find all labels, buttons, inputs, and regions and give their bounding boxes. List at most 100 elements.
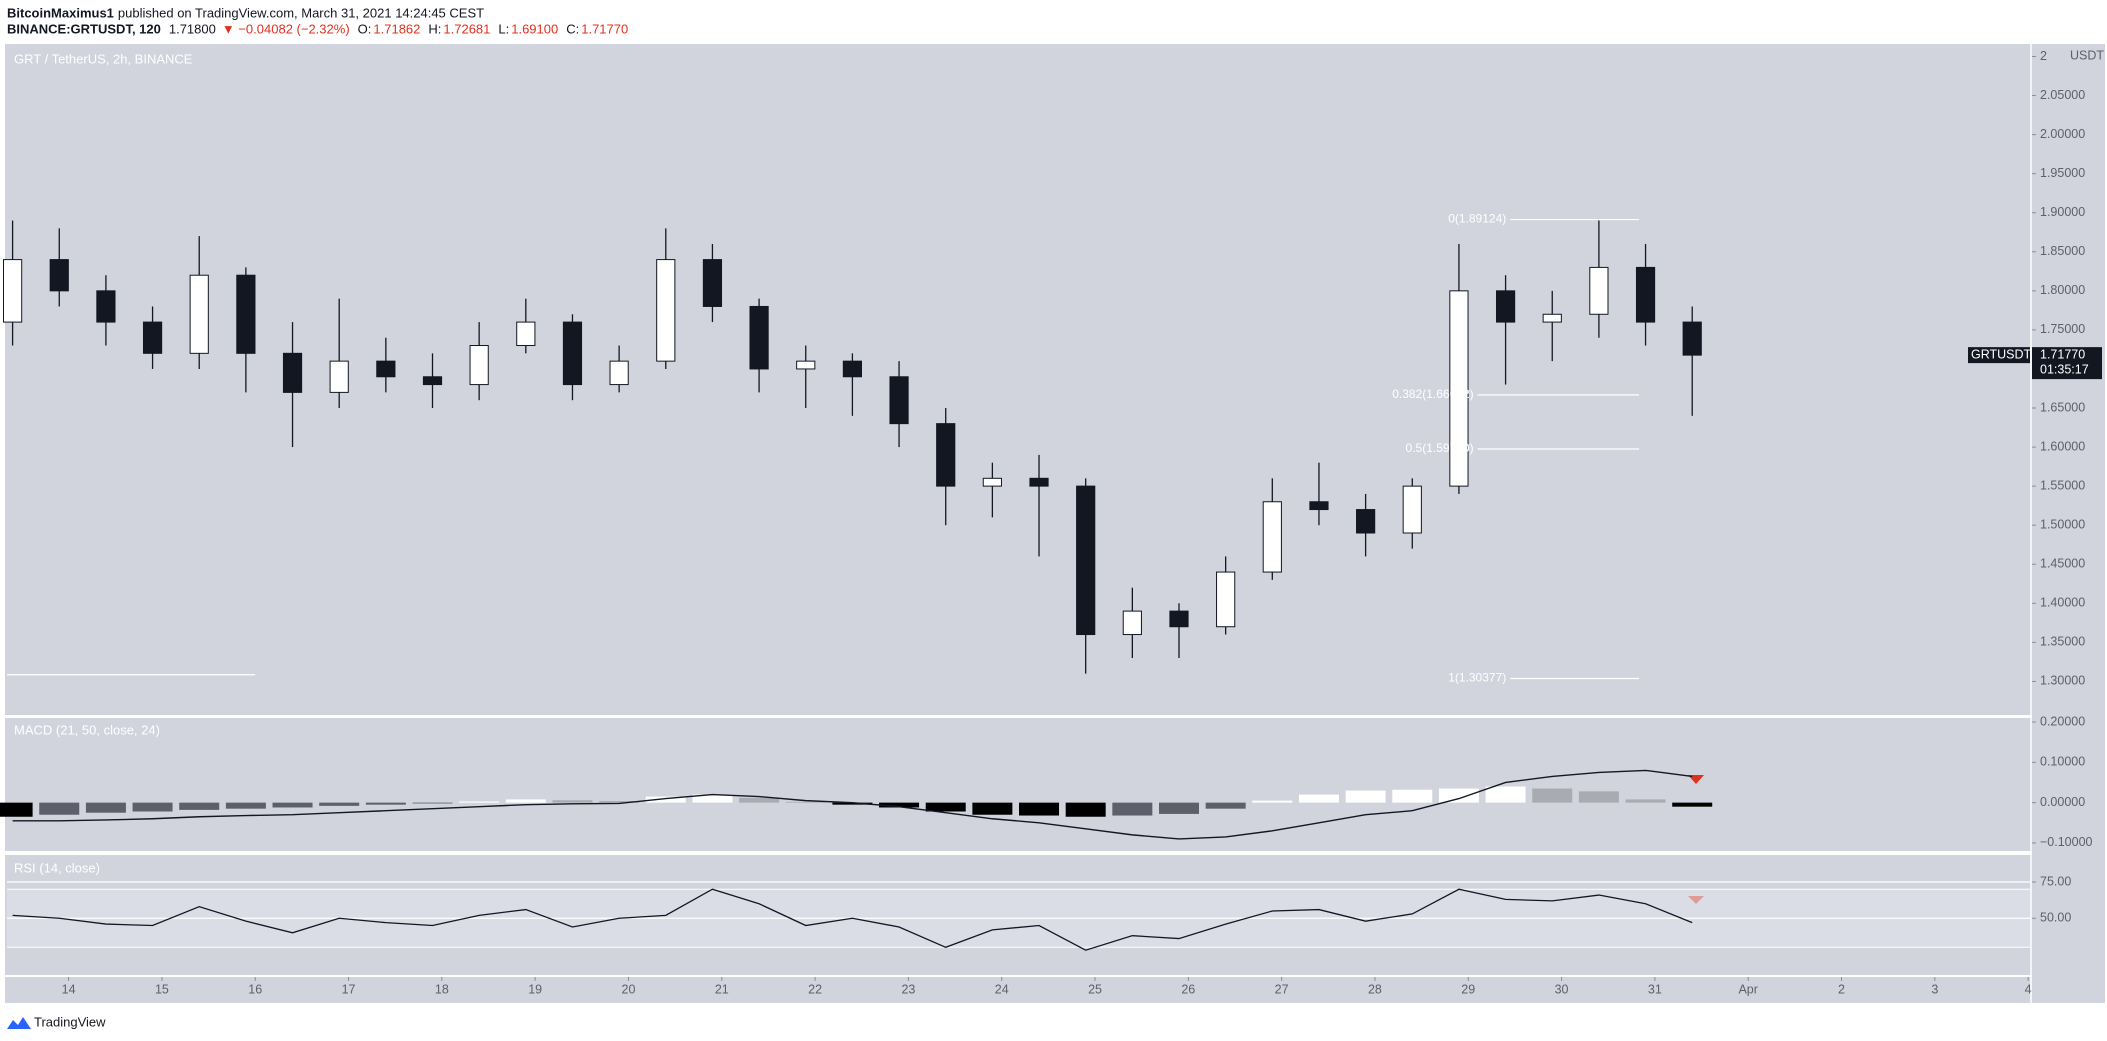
y-tick-label: 75.00 [2040, 874, 2071, 888]
y-tick-label: 1.90000 [2040, 205, 2085, 219]
x-tick-label: 28 [1368, 982, 1382, 996]
candle-body [1542, 313, 1562, 323]
candle-body [189, 274, 209, 354]
pane-title: GRT / TetherUS, 2h, BINANCE [14, 51, 193, 66]
fib-label: 0(1.89124) [1448, 212, 1506, 226]
candle-body [422, 376, 443, 386]
histogram-bar [692, 794, 733, 803]
x-tick-label: 31 [1648, 982, 1662, 996]
histogram-bar [319, 802, 360, 806]
candle-body [1682, 321, 1702, 356]
y-tick-label: 1.95000 [2040, 166, 2085, 180]
last-price: 1.71800 [169, 21, 216, 36]
y-tick-label: 1.30000 [2040, 674, 2085, 688]
y-tick-label: 0.20000 [2040, 714, 2085, 728]
y-tick-label: 0.10000 [2040, 755, 2085, 769]
x-tick-label: 21 [715, 982, 729, 996]
fib-label: 1(1.30377) [1448, 671, 1506, 685]
x-tick-label: 17 [342, 982, 356, 996]
histogram-bar [1252, 800, 1293, 803]
y-tick-label: 1.45000 [2040, 557, 2085, 571]
candle-body [1402, 485, 1422, 534]
y-tick-label: 1.35000 [2040, 635, 2085, 649]
candle-body [656, 259, 676, 362]
histogram-bar [39, 802, 80, 815]
ohlc-label: L: [498, 21, 509, 36]
candle-body [1076, 485, 1096, 636]
x-tick-label: Apr [1738, 982, 1757, 996]
fib-label: 0.382(1.66682) [1392, 387, 1473, 401]
histogram-bar [1065, 802, 1106, 817]
candle-body [1635, 266, 1656, 323]
y-tick-label: 1.55000 [2040, 478, 2085, 492]
candle-body [889, 376, 909, 425]
candle-body [842, 360, 863, 378]
x-tick-label: 24 [995, 982, 1009, 996]
macd-pane [5, 718, 2035, 851]
y-tick-label: 1.50000 [2040, 517, 2085, 531]
candle-body [49, 259, 69, 292]
candle-body [1029, 477, 1049, 487]
candle-body [1169, 610, 1189, 628]
y-tick-label: 1.75000 [2040, 322, 2085, 336]
y-tick-label: −0.10000 [2040, 835, 2093, 849]
candle-body [96, 290, 116, 323]
last-price-label: 1.71770 [2040, 347, 2085, 361]
histogram-bar [0, 802, 33, 817]
fib-label: 0.5(1.59750) [1406, 441, 1474, 455]
ohlc-value: 1.71862 [373, 21, 420, 36]
candle-body [1309, 501, 1329, 511]
ohlc-value: 1.69100 [511, 21, 558, 36]
signal-arrow [1688, 775, 1704, 784]
main-pane [5, 44, 2035, 715]
author: BitcoinMaximus1 [7, 5, 114, 20]
histogram-bar [599, 801, 640, 803]
candle-body [516, 321, 536, 347]
candle-body [1122, 610, 1142, 636]
candle-body [236, 274, 256, 354]
candle-body [376, 360, 396, 378]
histogram-bar [412, 802, 453, 804]
x-tick-label: 27 [1275, 982, 1289, 996]
y-tick-label: 1.80000 [2040, 283, 2085, 297]
candle-body [1495, 290, 1516, 323]
x-tick-label: 20 [622, 982, 636, 996]
pane-title: RSI (14, close) [14, 860, 100, 875]
symbol-box [1968, 347, 2030, 364]
candle-body [142, 321, 163, 354]
x-tick-label: 19 [528, 982, 542, 996]
y-tick-label: 1.40000 [2040, 596, 2085, 610]
ohlc-label: O: [358, 21, 372, 36]
candle-body [936, 423, 956, 487]
x-tick-label: 25 [1088, 982, 1102, 996]
x-tick-label: 2 [1838, 982, 1845, 996]
candle-body [796, 360, 816, 370]
published: published on TradingView.com, March 31, … [118, 5, 484, 20]
histogram-bar [132, 802, 173, 812]
histogram-bar [505, 799, 546, 803]
macd-line [12, 769, 1693, 840]
histogram-bar [739, 797, 780, 803]
brand: TradingView [34, 1014, 106, 1029]
x-tick-label: 22 [808, 982, 822, 996]
candle-body [1262, 501, 1282, 573]
candle-body [3, 259, 23, 323]
unit: USDT [2070, 48, 2104, 62]
logo-icon [7, 1017, 31, 1029]
candle-body [1449, 290, 1469, 487]
candle-body [282, 352, 303, 393]
x-tick-label: 26 [1181, 982, 1195, 996]
candle-body [562, 321, 583, 386]
ohlc-label: H: [428, 21, 441, 36]
histogram-bar [1485, 786, 1526, 803]
x-tick-label: 15 [155, 982, 169, 996]
y-tick-label: 50.00 [2040, 911, 2071, 925]
ohlc-label: C: [566, 21, 579, 36]
candle-body [982, 477, 1002, 487]
x-tick-label: 16 [248, 982, 262, 996]
y-tick-label: 0.00000 [2040, 795, 2085, 809]
histogram-bar [1672, 802, 1713, 807]
histogram-bar [1392, 789, 1433, 803]
